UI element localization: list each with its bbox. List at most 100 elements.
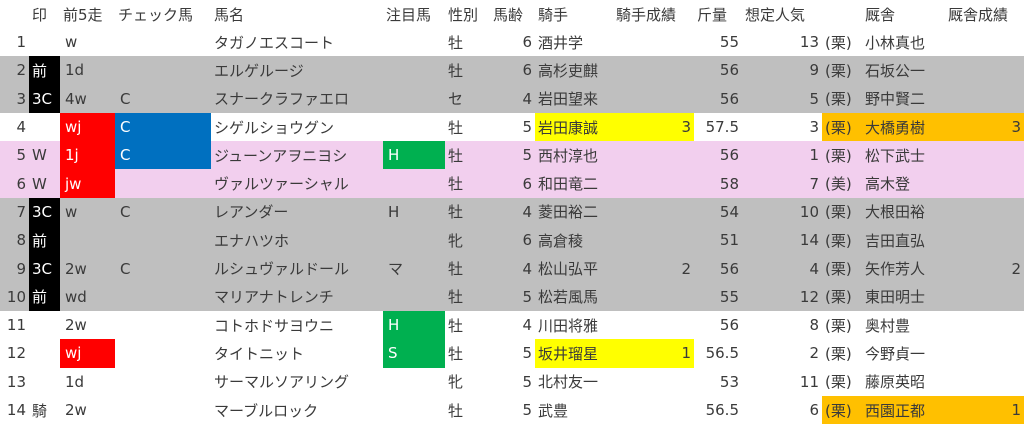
ninki-cell: 11: [799, 372, 819, 391]
zen5-cell: [60, 226, 115, 254]
horse-name: マーブルロック: [214, 401, 319, 420]
weight-cell: 56: [719, 146, 739, 165]
trainer-score: 1: [945, 395, 1024, 425]
region-cell: (栗): [825, 316, 852, 335]
table-row[interactable]: 9 3C 2w C ルシュヴァルドール マ 牡 4 松山弘平 2 56 4 (栗) 矢作芳人 2: [0, 254, 1024, 283]
mark-cell: 3C: [29, 254, 60, 283]
zen5-cell: 2w: [65, 401, 87, 419]
mark-cell: 前: [29, 226, 60, 255]
horse-number: 8: [16, 231, 26, 250]
horse-name: ヴァルツァーシャル: [214, 175, 349, 194]
header-weight: 斤量: [697, 5, 728, 24]
header-mark: 印: [32, 5, 48, 24]
ninki-cell: 4: [809, 259, 819, 278]
horse-number: 2: [16, 61, 26, 80]
header-no: [0, 0, 29, 28]
ninki-cell: 3: [742, 112, 822, 142]
age-cell: 6: [522, 174, 532, 193]
header-name: 馬名: [214, 5, 245, 24]
table-row[interactable]: 1 w タガノエスコート 牡 6 酒井学 55 13 (栗) 小林真也: [0, 28, 1024, 57]
mark-cell: W: [32, 146, 47, 165]
table-row[interactable]: 13 1d サーマルソアリング 牝 5 北村友一 53 11 (栗) 藤原英昭: [0, 367, 1024, 396]
age-cell: 6: [522, 231, 532, 250]
check-cell: C: [120, 89, 131, 108]
jockey-score: [613, 226, 694, 254]
jockey-name: 坂井瑠星: [535, 339, 613, 368]
horse-name: タイトニット: [214, 344, 305, 363]
trainer-name: 奥村豊: [865, 316, 911, 335]
table-row[interactable]: 8 前 エナハツホ 牝 6 高倉稜 51 14 (栗) 吉田直弘: [0, 226, 1024, 255]
sex-cell: セ: [448, 90, 464, 109]
horse-number: 12: [6, 344, 26, 363]
weight-cell: 54: [719, 202, 739, 221]
sex-cell: 牡: [448, 401, 464, 420]
region-cell: (栗): [825, 344, 852, 363]
chumoku-cell: S: [383, 339, 445, 368]
region-cell: (栗): [825, 33, 852, 52]
horse-number: 6: [16, 174, 26, 193]
check-cell: [115, 28, 211, 56]
sex-cell: 牝: [448, 373, 464, 392]
region-cell: (美): [825, 175, 852, 194]
weight-cell: 56.5: [705, 344, 739, 363]
zen5-cell: 1d: [65, 372, 85, 391]
horse-name: エナハツホ: [214, 231, 290, 250]
table-row[interactable]: 2 前 1d エルゲルージ 牡 6 高杉吏麒 56 9 (栗) 石坂公一: [0, 56, 1024, 85]
sex-cell: 牝: [448, 231, 464, 250]
horse-number: 14: [6, 401, 26, 419]
table-row[interactable]: 4 wj C シゲルショウグン牡 5 岩田康誠 3 57.5 3 (栗) 大橋勇樹 3: [0, 112, 1024, 142]
age-cell: 5: [522, 344, 532, 363]
sex-cell: 牡: [448, 175, 464, 194]
header-jockey: 騎手: [538, 5, 569, 24]
ninki-cell: 2: [809, 344, 819, 363]
header-region: [822, 0, 862, 28]
chumoku-cell: [383, 368, 445, 396]
age-cell: 4: [522, 202, 532, 221]
mark-cell: [29, 28, 60, 57]
horse-name: スナークラファエロ: [214, 90, 350, 109]
mark-cell: [29, 310, 60, 340]
table-row[interactable]: 3 3C 4w C スナークラファエロ セ 4 岩田望来 56 5 (栗) 野中賢二: [0, 84, 1024, 113]
check-cell: [115, 396, 211, 424]
ninki-cell: 8: [809, 316, 819, 335]
trainer-score: [945, 339, 1024, 367]
table-row[interactable]: 12 wj タイトニット S 牡 5 坂井瑠星 1 56.5 2 (栗) 今野貞一: [0, 339, 1024, 368]
horse-number: 1: [16, 33, 26, 52]
table-row[interactable]: 7 3C w C レアンダー H 牡 4 菱田裕二 54 10 (栗) 大根田裕: [0, 197, 1024, 227]
sex-cell: 牡: [448, 316, 464, 335]
region-cell: (栗): [822, 395, 862, 425]
table-row[interactable]: 10 前 wd マリアナトレンチ 牡 5 松若風馬 55 12 (栗) 東田明士: [0, 282, 1024, 311]
age-cell: 5: [522, 401, 532, 419]
sex-cell: 牡: [448, 203, 464, 222]
table-row[interactable]: 14 騎 2w マーブルロック 牡 5 武豊 56.5 6 (栗) 西園正都 1: [0, 395, 1024, 425]
ninki-cell: 10: [799, 202, 819, 221]
jockey-name: 北村友一: [538, 373, 599, 392]
region-cell: (栗): [825, 90, 852, 109]
table-row[interactable]: 11 2w コトホドサヨウニ H 牡 4 川田将雅 56 8 (栗) 奥村豊: [0, 310, 1024, 340]
jockey-name: 松若風馬: [538, 288, 599, 307]
jockey-name: 岩田望来: [538, 90, 599, 109]
zen5-cell: wj: [60, 339, 115, 368]
region-cell: (栗): [825, 146, 852, 165]
trainer-name: 小林真也: [865, 33, 926, 52]
check-cell: [115, 339, 211, 367]
weight-cell: 57.5: [694, 112, 742, 142]
region-cell: (栗): [825, 61, 852, 80]
ninki-cell: 6: [809, 401, 819, 419]
trainer-name: 今野貞一: [865, 344, 926, 363]
horse-number: 7: [16, 202, 26, 221]
mark-cell: 3C: [29, 197, 60, 227]
horse-name: シゲルショウグン: [214, 118, 335, 137]
age-cell: 5: [522, 287, 532, 306]
region-cell: (栗): [825, 373, 852, 392]
zen5-cell: wd: [65, 287, 87, 306]
header-ninki: 想定人気: [745, 5, 806, 24]
jockey-score: [613, 28, 694, 56]
zen5-cell: jw: [60, 169, 115, 198]
jockey-score: [613, 283, 694, 311]
weight-cell: 51: [719, 231, 739, 250]
jockey-name: 川田将雅: [538, 316, 599, 335]
table-row[interactable]: 5 W 1j C ジューンアヲニヨシ H 牡 5 西村淳也 56 1 (栗) 松下武士: [0, 141, 1024, 170]
mark-cell: [29, 339, 60, 368]
